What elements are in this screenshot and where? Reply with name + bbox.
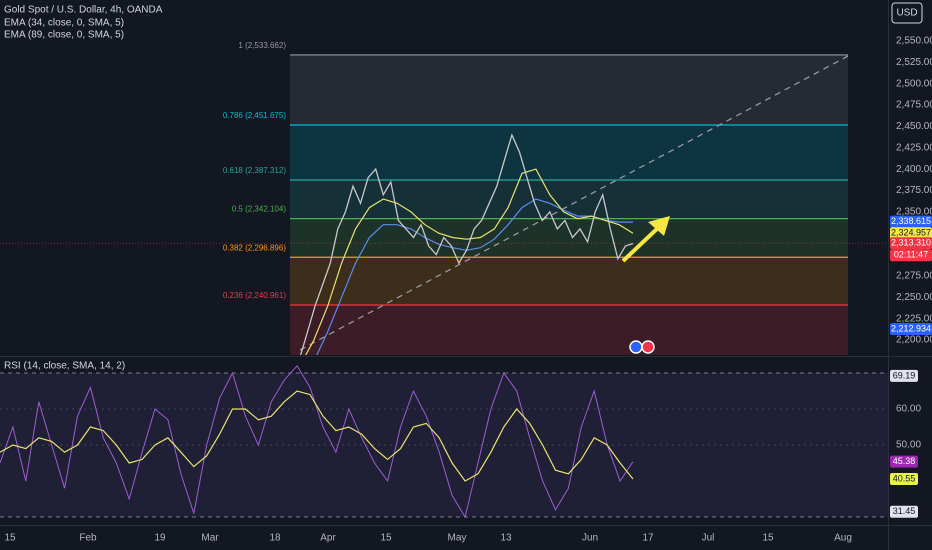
rsi-badge-label: 40.55 [893, 473, 916, 483]
fib-zone [290, 218, 848, 258]
fib-label: 1 (2,533.662) [238, 41, 286, 50]
fib-zone [290, 305, 848, 355]
price-badge [890, 227, 932, 240]
arrow-head [648, 216, 670, 236]
price-badge [890, 322, 932, 335]
rsi-tick-label: 60.00 [896, 404, 921, 415]
price-line [299, 133, 634, 355]
price-badge [890, 215, 932, 228]
event-icon [641, 340, 655, 354]
price-tick-label: 2,250.000 [896, 292, 932, 303]
price-badge-label: 2,324.957 [891, 228, 931, 238]
ema-legend: EMA (34, close, 0, SMA, 5) [4, 18, 124, 29]
price-badge [890, 237, 932, 250]
time-tick-label: 13 [500, 533, 512, 544]
rsi-ma-line [0, 390, 634, 482]
fib-label: 0.382 (2,296.896) [223, 243, 286, 252]
rsi-band [0, 373, 888, 517]
rsi-badge [890, 455, 918, 468]
price-badge-label: 02:11:47 [894, 250, 928, 260]
rsi-badge [890, 505, 918, 518]
ema-legend: EMA (89, close, 0, SMA, 5) [4, 30, 124, 41]
time-tick-label: Jun [582, 533, 598, 544]
price-badge-label: 2,338.615 [891, 216, 931, 226]
time-tick-label: Aug [834, 533, 852, 544]
time-tick-label: 18 [269, 533, 281, 544]
trend-line [299, 55, 849, 351]
price-badge [890, 249, 932, 262]
time-tick-label: Jul [702, 533, 715, 544]
time-tick-label: Mar [201, 533, 219, 544]
rsi-badge-label: 45.38 [893, 456, 916, 466]
fib-zone [290, 124, 848, 180]
rsi-badge-label: 69.19 [893, 370, 916, 380]
price-badge-label: 2,313.310 [891, 238, 931, 248]
fib-zone [290, 54, 848, 125]
price-tick-label: 2,550.000 [896, 36, 932, 47]
price-tick-label: 2,375.000 [896, 185, 932, 196]
currency-button[interactable] [891, 2, 923, 24]
price-tick-label: 2,350.000 [896, 207, 932, 218]
rsi-title: RSI (14, close, SMA, 14, 2) [4, 361, 125, 372]
time-tick-label: 15 [4, 533, 16, 544]
time-tick-label: 15 [380, 533, 392, 544]
fib-label: 0.786 (2,451.675) [223, 111, 286, 120]
rsi-badge [890, 473, 918, 486]
price-tick-label: 2,525.000 [896, 57, 932, 68]
price-tick-label: 2,450.000 [896, 121, 932, 132]
fib-label: 0.236 (2,240.961) [223, 291, 286, 300]
time-tick-label: Apr [320, 533, 336, 544]
fib-label: 0.618 (2,387.312) [223, 166, 286, 175]
currency-label[interactable]: USD [896, 8, 917, 19]
price-tick-label: 2,475.000 [896, 100, 932, 111]
fib-label: 0.5 (2,342.104) [232, 205, 287, 214]
price-tick-label: 2,225.000 [896, 313, 932, 324]
event-icon [629, 340, 643, 354]
price-tick-label: 2,200.000 [896, 335, 932, 346]
rsi-badge [890, 369, 918, 382]
symbol-title: Gold Spot / U.S. Dollar, 4h, OANDA [4, 5, 163, 16]
rsi-pane [0, 364, 888, 519]
price-tick-label: 2,500.000 [896, 78, 932, 89]
time-tick-label: 17 [642, 533, 654, 544]
time-tick-label: Feb [79, 533, 97, 544]
time-tick-label: 15 [762, 533, 774, 544]
price-badge-label: 2,212.934 [891, 323, 931, 333]
rsi-badge-label: 31.45 [893, 506, 916, 516]
price-tick-label: 2,275.000 [896, 271, 932, 282]
time-tick-label: 19 [154, 533, 166, 544]
price-tick-label: 2,400.000 [896, 164, 932, 175]
rsi-line [0, 364, 634, 519]
fib-zone [290, 257, 848, 306]
ema34-line [305, 168, 634, 355]
price-tick-label: 2,425.000 [896, 142, 932, 153]
arrow-shaft [621, 224, 662, 263]
rsi-tick-label: 50.00 [896, 440, 921, 451]
overlay: 2,200.0002,225.0002,250.0002,275.0002,30… [4, 36, 932, 544]
time-tick-label: May [448, 533, 467, 544]
price-pane: 1 (2,533.662) 0.786 (2,451.675) 0.618 (2,3… [0, 41, 888, 355]
